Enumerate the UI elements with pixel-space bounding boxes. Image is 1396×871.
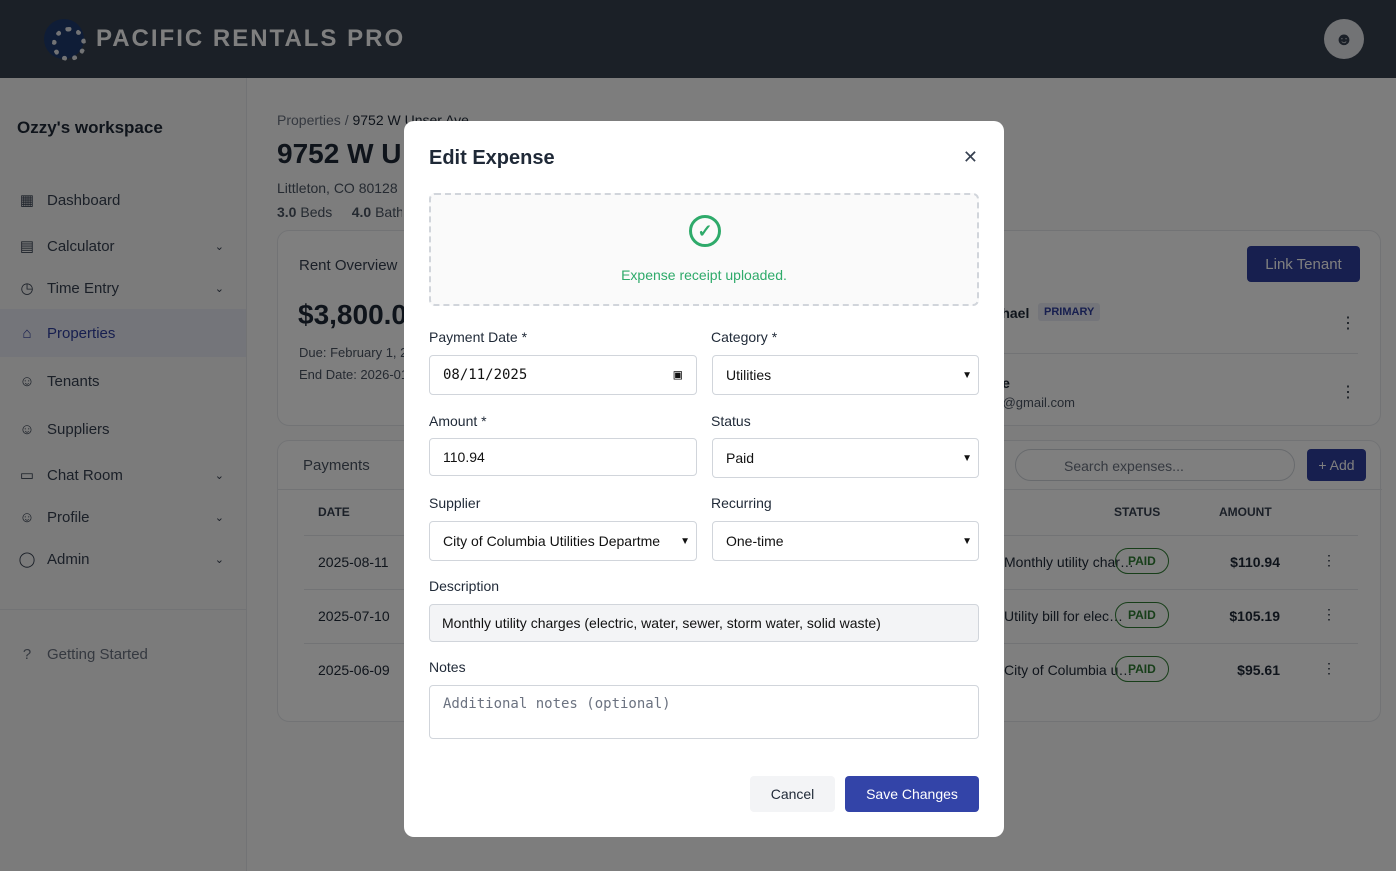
chevron-down-icon: ▼ (680, 535, 690, 547)
amount-label: Amount * (429, 413, 487, 429)
receipt-upload-area[interactable]: ✓ Expense receipt uploaded. (429, 193, 979, 306)
close-icon[interactable]: ✕ (962, 147, 978, 167)
recurring-label: Recurring (711, 495, 772, 511)
chevron-down-icon: ▼ (962, 452, 972, 464)
amount-input[interactable]: 110.94 (429, 438, 697, 476)
supplier-label: Supplier (429, 495, 481, 511)
notes-label: Notes (429, 659, 466, 675)
description-label: Description (429, 578, 500, 594)
notes-textarea[interactable]: Additional notes (optional) (429, 685, 979, 739)
recurring-select[interactable]: One-time ▼ (712, 521, 979, 561)
edit-expense-modal: Edit Expense ✕ ✓ Expense receipt uploade… (404, 121, 1004, 837)
payment-date-input[interactable]: 08/11/2025 ▣ (429, 355, 697, 395)
payment-date-label: Payment Date * (429, 329, 528, 345)
status-select[interactable]: Paid ▼ (712, 438, 979, 478)
chevron-down-icon: ▼ (962, 535, 972, 547)
save-changes-button[interactable]: Save Changes (845, 776, 979, 812)
cancel-button[interactable]: Cancel (750, 776, 835, 812)
calendar-icon: ▣ (673, 367, 682, 383)
category-label: Category * (711, 329, 778, 345)
supplier-select[interactable]: City of Columbia Utilities Departme ▼ (429, 521, 697, 561)
check-circle-icon: ✓ (689, 215, 721, 247)
upload-message: Expense receipt uploaded. (621, 267, 787, 283)
status-label: Status (711, 413, 751, 429)
chevron-down-icon: ▼ (962, 369, 972, 381)
category-select[interactable]: Utilities ▼ (712, 355, 979, 395)
modal-title: Edit Expense (429, 147, 555, 169)
description-input[interactable]: Monthly utility charges (electric, water… (429, 604, 979, 642)
